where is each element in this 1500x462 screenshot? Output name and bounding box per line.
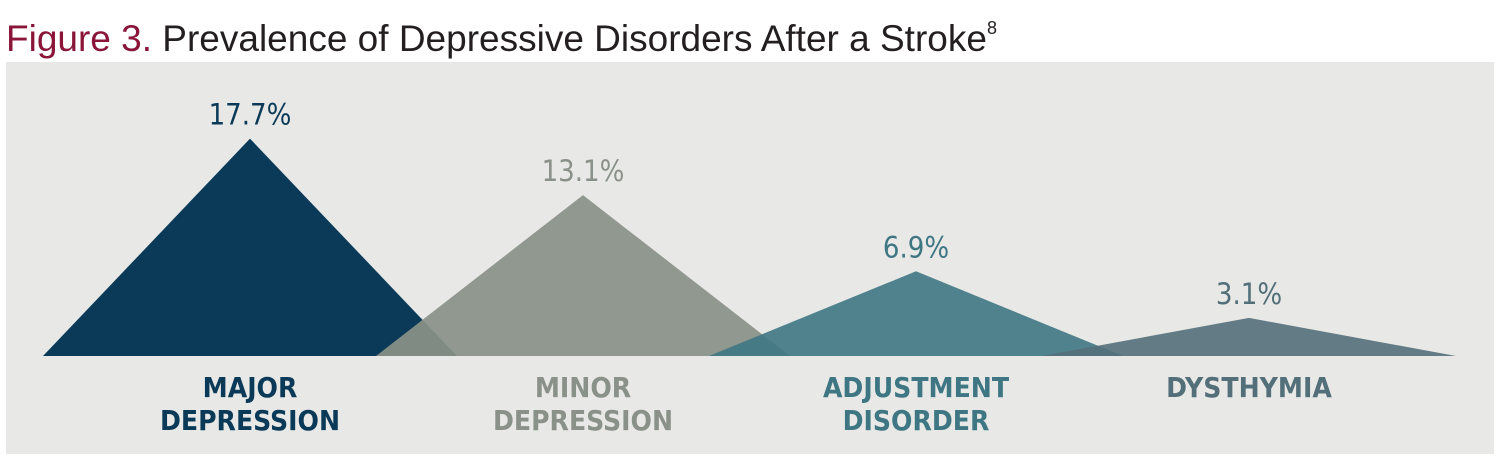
category-label-adjustment-disorder-line-2: DISORDER — [843, 404, 990, 437]
figure-number: Figure 3. — [6, 18, 153, 59]
value-label-minor-depression: 13.1% — [542, 154, 625, 188]
value-label-major-depression: 17.7% — [209, 98, 292, 132]
category-label-minor-depression-line-1: MINOR — [535, 371, 631, 404]
value-label-adjustment-disorder: 6.9% — [883, 230, 949, 264]
category-label-adjustment-disorder-line-1: ADJUSTMENT — [823, 371, 1010, 404]
triangle-minor-depression — [376, 195, 790, 356]
triangle-major-depression — [43, 138, 457, 356]
category-label-dysthymia-line-1: DYSTHYMIA — [1166, 371, 1332, 404]
title-text: Prevalence of Depressive Disorders After… — [152, 18, 987, 59]
category-label-major-depression-line-1: MAJOR — [203, 371, 298, 404]
chart-title: Figure 3. Prevalence of Depressive Disor… — [6, 6, 997, 61]
value-label-dysthymia: 3.1% — [1216, 277, 1282, 311]
triangle-adjustment-disorder — [709, 271, 1123, 356]
category-label-major-depression-line-2: DEPRESSION — [160, 404, 340, 437]
triangle-dysthymia — [1042, 317, 1456, 356]
title-superscript: 8 — [986, 18, 997, 38]
category-label-minor-depression-line-2: DEPRESSION — [493, 404, 673, 437]
